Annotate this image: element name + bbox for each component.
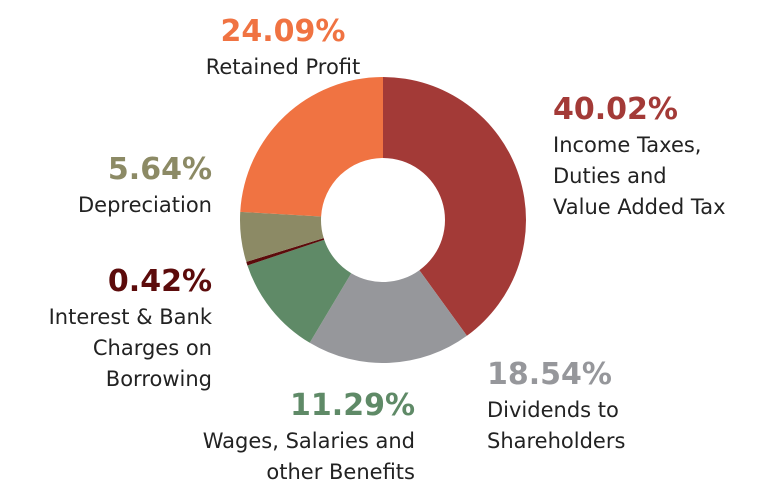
slice-label: 0.42% Interest & Bank Charges on Borrowin… (49, 262, 212, 395)
donut-slice (309, 270, 467, 363)
category-label: Income Taxes, Duties and Value Added Tax (553, 133, 726, 219)
value-label: 24.09% (220, 14, 346, 49)
slice-label: 18.54% Dividends to Shareholders (487, 355, 625, 457)
slice-label: 40.02% Income Taxes, Duties and Value Add… (553, 90, 726, 223)
category-label: Dividends to Shareholders (487, 398, 626, 453)
category-label: Interest & Bank Charges on Borrowing (48, 305, 212, 391)
slice-label: 5.64% Depreciation (78, 150, 212, 221)
donut-slice (383, 77, 527, 336)
donut-slice (246, 238, 325, 266)
value-label: 0.42% (107, 264, 212, 299)
donut-slice (240, 211, 324, 262)
category-label: Depreciation (78, 193, 212, 217)
category-label: Retained Profit (205, 55, 361, 79)
value-label: 5.64% (107, 152, 212, 187)
donut-slice (240, 76, 383, 217)
value-label: 18.54% (487, 357, 612, 392)
slice-label: 24.09% Retained Profit (83, 12, 483, 83)
donut-slice (247, 239, 352, 343)
value-label: 40.02% (553, 92, 678, 127)
value-label: 11.29% (290, 388, 415, 423)
category-label: Wages, Salaries and other Benefits (202, 429, 415, 484)
slice-label: 11.29% Wages, Salaries and other Benefits (203, 386, 415, 484)
